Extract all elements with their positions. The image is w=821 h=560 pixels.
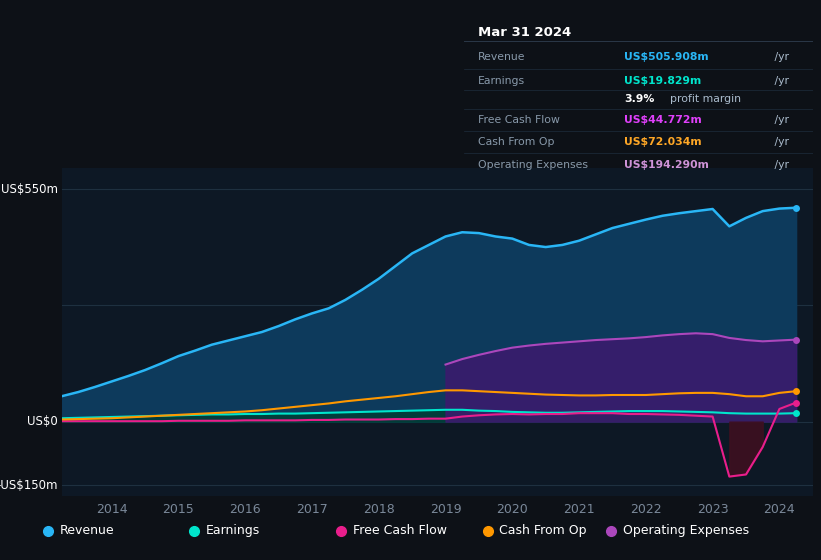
Text: 3.9%: 3.9% — [624, 94, 654, 104]
Text: US$19.829m: US$19.829m — [624, 76, 702, 86]
Text: Mar 31 2024: Mar 31 2024 — [478, 26, 571, 39]
Text: Operating Expenses: Operating Expenses — [623, 524, 749, 537]
Text: Revenue: Revenue — [59, 524, 114, 537]
Text: US$44.772m: US$44.772m — [624, 115, 702, 125]
Text: /yr: /yr — [771, 160, 789, 170]
Text: /yr: /yr — [771, 137, 789, 147]
Text: /yr: /yr — [771, 76, 789, 86]
Text: Free Cash Flow: Free Cash Flow — [353, 524, 447, 537]
Text: /yr: /yr — [771, 53, 789, 63]
Text: US$72.034m: US$72.034m — [624, 137, 702, 147]
Text: US$194.290m: US$194.290m — [624, 160, 709, 170]
Text: Earnings: Earnings — [206, 524, 260, 537]
Text: -US$150m: -US$150m — [0, 479, 57, 492]
Text: Revenue: Revenue — [478, 53, 525, 63]
Text: profit margin: profit margin — [670, 94, 741, 104]
Text: US$550m: US$550m — [1, 183, 57, 195]
Text: /yr: /yr — [771, 115, 789, 125]
Text: Earnings: Earnings — [478, 76, 525, 86]
Text: US$505.908m: US$505.908m — [624, 53, 709, 63]
Text: US$0: US$0 — [27, 415, 57, 428]
Text: Operating Expenses: Operating Expenses — [478, 160, 588, 170]
Text: Cash From Op: Cash From Op — [499, 524, 587, 537]
Text: Cash From Op: Cash From Op — [478, 137, 554, 147]
Text: Free Cash Flow: Free Cash Flow — [478, 115, 560, 125]
